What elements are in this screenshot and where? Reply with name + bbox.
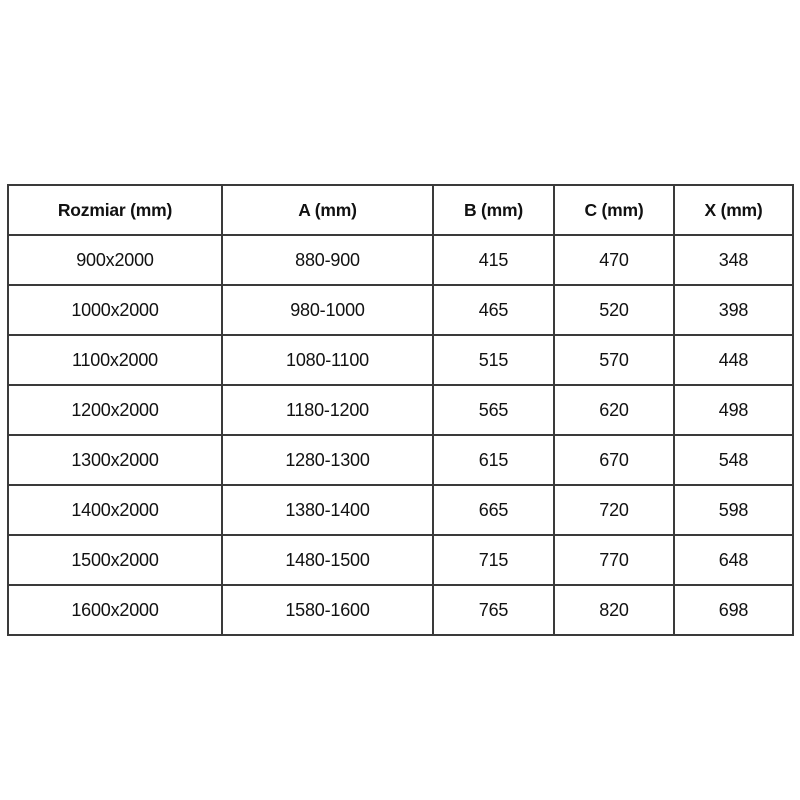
cell-a: 1380-1400	[221, 484, 434, 536]
cell-size: 1200x2000	[7, 384, 223, 436]
cell-x: 498	[673, 384, 794, 436]
cell-size: 1400x2000	[7, 484, 223, 536]
cell-size: 1100x2000	[7, 334, 223, 386]
cell-x: 448	[673, 334, 794, 386]
table-row: 1400x2000 1380-1400 665 720 598	[7, 484, 794, 536]
cell-x: 698	[673, 584, 794, 636]
cell-c: 470	[553, 234, 675, 286]
table-row: 1000x2000 980-1000 465 520 398	[7, 284, 794, 336]
cell-b: 715	[432, 534, 555, 586]
table-row: 1300x2000 1280-1300 615 670 548	[7, 434, 794, 486]
cell-a: 1080-1100	[221, 334, 434, 386]
cell-c: 520	[553, 284, 675, 336]
cell-x: 598	[673, 484, 794, 536]
cell-a: 1480-1500	[221, 534, 434, 586]
column-header-a: A (mm)	[221, 184, 434, 236]
cell-x: 348	[673, 234, 794, 286]
cell-c: 770	[553, 534, 675, 586]
cell-size: 900x2000	[7, 234, 223, 286]
cell-c: 720	[553, 484, 675, 536]
table-row: 1100x2000 1080-1100 515 570 448	[7, 334, 794, 386]
table-body: 900x2000 880-900 415 470 348 1000x2000 980-100…	[7, 234, 794, 636]
cell-a: 980-1000	[221, 284, 434, 336]
column-header-c: C (mm)	[553, 184, 675, 236]
cell-x: 398	[673, 284, 794, 336]
column-header-x: X (mm)	[673, 184, 794, 236]
cell-c: 670	[553, 434, 675, 486]
column-header-size: Rozmiar (mm)	[7, 184, 223, 236]
cell-b: 665	[432, 484, 555, 536]
table-header-row: Rozmiar (mm) A (mm) B (mm) C (mm) X (mm)	[7, 184, 794, 236]
specification-table: Rozmiar (mm) A (mm) B (mm) C (mm) X (mm) 900…	[7, 184, 794, 636]
table-row: 1200x2000 1180-1200 565 620 498	[7, 384, 794, 436]
cell-a: 1580-1600	[221, 584, 434, 636]
cell-c: 820	[553, 584, 675, 636]
cell-a: 1280-1300	[221, 434, 434, 486]
cell-x: 548	[673, 434, 794, 486]
specification-table-container: Rozmiar (mm) A (mm) B (mm) C (mm) X (mm) 900…	[7, 184, 794, 636]
table-header: Rozmiar (mm) A (mm) B (mm) C (mm) X (mm)	[7, 184, 794, 236]
cell-c: 620	[553, 384, 675, 436]
cell-b: 465	[432, 284, 555, 336]
cell-b: 515	[432, 334, 555, 386]
cell-size: 1600x2000	[7, 584, 223, 636]
cell-b: 565	[432, 384, 555, 436]
cell-b: 765	[432, 584, 555, 636]
table-row: 1500x2000 1480-1500 715 770 648	[7, 534, 794, 586]
cell-size: 1000x2000	[7, 284, 223, 336]
column-header-b: B (mm)	[432, 184, 555, 236]
cell-a: 880-900	[221, 234, 434, 286]
cell-size: 1300x2000	[7, 434, 223, 486]
cell-a: 1180-1200	[221, 384, 434, 436]
cell-x: 648	[673, 534, 794, 586]
table-row: 1600x2000 1580-1600 765 820 698	[7, 584, 794, 636]
cell-b: 615	[432, 434, 555, 486]
cell-size: 1500x2000	[7, 534, 223, 586]
table-row: 900x2000 880-900 415 470 348	[7, 234, 794, 286]
cell-b: 415	[432, 234, 555, 286]
cell-c: 570	[553, 334, 675, 386]
